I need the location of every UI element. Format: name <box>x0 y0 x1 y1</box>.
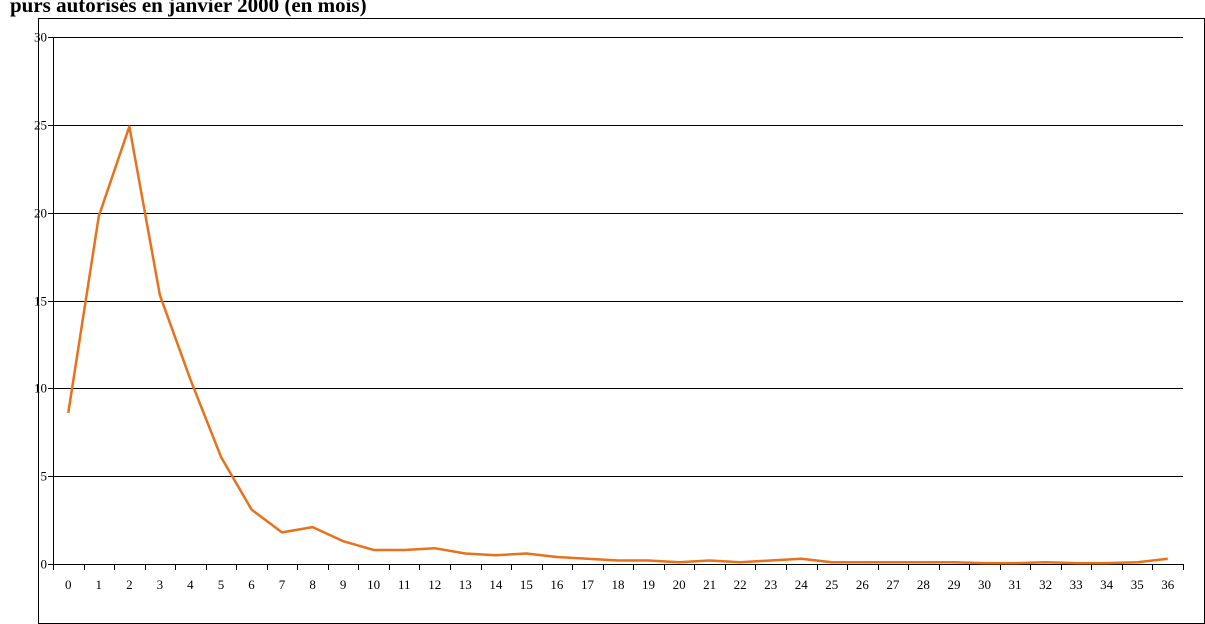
x-tick-label: 11 <box>398 577 411 592</box>
y-tick-label: 0 <box>41 557 48 572</box>
chart-frame <box>38 18 1205 624</box>
x-tick-label: 30 <box>978 577 991 592</box>
x-tick-label: 6 <box>248 577 255 592</box>
y-tick-label: 30 <box>34 30 47 45</box>
x-tick-label: 28 <box>917 577 930 592</box>
x-tick-label: 10 <box>367 577 380 592</box>
x-tick-label: 7 <box>279 577 286 592</box>
y-tick-label: 10 <box>34 381 47 396</box>
y-tick-label: 20 <box>34 206 47 221</box>
x-tick-label: 3 <box>157 577 164 592</box>
x-tick-label: 24 <box>795 577 809 592</box>
x-tick-label: 0 <box>65 577 72 592</box>
x-tick-label: 27 <box>886 577 900 592</box>
x-tick-label: 12 <box>428 577 441 592</box>
x-tick-label: 26 <box>856 577 870 592</box>
x-tick-label: 2 <box>126 577 133 592</box>
x-tick-label: 9 <box>340 577 347 592</box>
y-tick-label: 25 <box>34 118 47 133</box>
line-series <box>67 125 1168 565</box>
x-tick-label: 22 <box>734 577 747 592</box>
x-tick-label: 1 <box>96 577 103 592</box>
x-tick-label: 36 <box>1161 577 1175 592</box>
x-tick-label: 4 <box>187 577 194 592</box>
x-tick-label: 14 <box>489 577 503 592</box>
x-tick-label: 15 <box>520 577 533 592</box>
x-tick-label: 33 <box>1070 577 1083 592</box>
x-tick-label: 16 <box>550 577 564 592</box>
x-tick-label: 25 <box>825 577 838 592</box>
x-tick-label: 23 <box>764 577 777 592</box>
x-tick-label: 18 <box>612 577 625 592</box>
x-tick-label: 19 <box>642 577 655 592</box>
x-tick-label: 31 <box>1009 577 1022 592</box>
x-tick-label: 8 <box>309 577 316 592</box>
x-tick-label: 21 <box>703 577 716 592</box>
x-tick-label: 5 <box>218 577 225 592</box>
x-tick-label: 17 <box>581 577 595 592</box>
x-tick-label: 20 <box>673 577 686 592</box>
chart-title: purs autorisés en janvier 2000 (en mois) <box>10 0 367 17</box>
x-tick-label: 35 <box>1131 577 1144 592</box>
x-tick-label: 29 <box>947 577 960 592</box>
y-tick-label: 15 <box>34 294 47 309</box>
x-tick-label: 34 <box>1100 577 1114 592</box>
y-tick-label: 5 <box>41 469 48 484</box>
x-tick-label: 13 <box>459 577 472 592</box>
x-tick-label: 32 <box>1039 577 1052 592</box>
